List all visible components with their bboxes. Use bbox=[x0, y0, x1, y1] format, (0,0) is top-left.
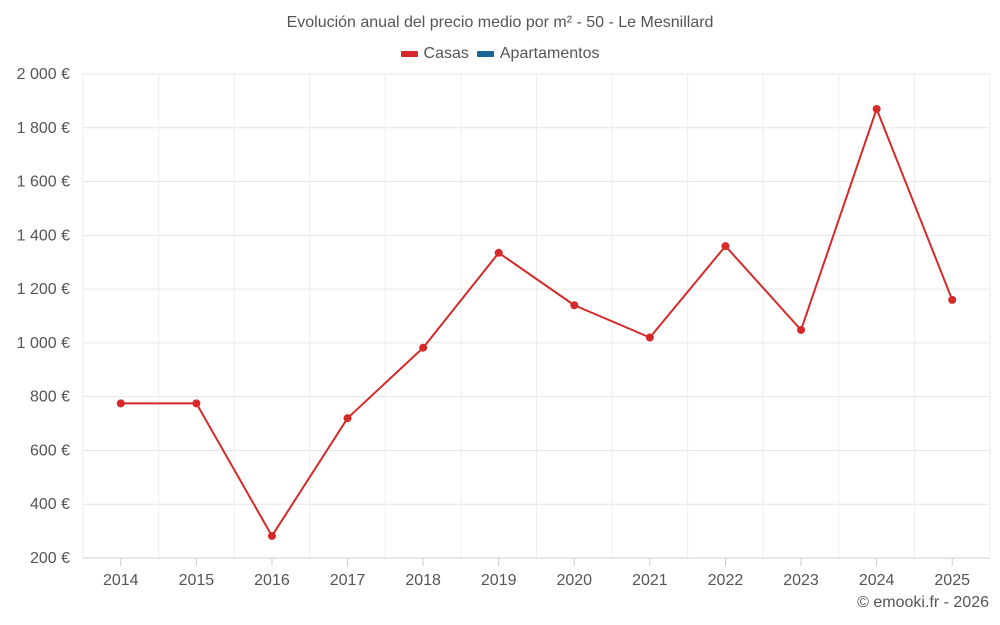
data-point bbox=[797, 325, 806, 334]
axes: 200 € 400 € 600 € 800 € 1 000 € 1 200 € 1 400 … bbox=[17, 66, 990, 589]
x-tick-label: 2018 bbox=[405, 572, 441, 589]
data-point bbox=[343, 414, 352, 423]
data-point bbox=[116, 399, 125, 408]
x-tick-label: 2014 bbox=[103, 572, 139, 589]
legend-label-casas: Casas bbox=[423, 45, 469, 62]
y-tick-label: 1 800 € bbox=[17, 120, 70, 137]
y-tick-label: 600 € bbox=[30, 442, 70, 459]
data-point bbox=[570, 301, 579, 310]
data-point bbox=[192, 399, 201, 408]
legend-item-casas[interactable]: Casas bbox=[400, 45, 469, 63]
data-point bbox=[872, 104, 881, 113]
data-point bbox=[721, 242, 730, 251]
legend-item-apartamentos[interactable]: Apartamentos bbox=[476, 45, 600, 63]
x-tick-label: 2019 bbox=[481, 572, 517, 589]
legend-label-apartamentos: Apartamentos bbox=[499, 45, 600, 62]
y-tick-label: 400 € bbox=[30, 496, 70, 513]
series-line-casas bbox=[120, 107, 954, 537]
data-point bbox=[419, 343, 428, 352]
y-tick-label: 200 € bbox=[30, 550, 70, 567]
data-point bbox=[645, 333, 654, 342]
x-tick-label: 2024 bbox=[859, 572, 895, 589]
chart-title: Evolución anual del precio medio por m² … bbox=[286, 14, 714, 31]
credit-text: © emooki.fr - 2026 bbox=[857, 594, 989, 611]
x-tick-label: 2016 bbox=[254, 572, 290, 589]
y-tick-label: 1 600 € bbox=[17, 174, 70, 191]
legend-swatch-casas bbox=[400, 51, 418, 57]
data-point bbox=[948, 295, 957, 304]
data-point bbox=[267, 531, 276, 540]
y-tick-label: 1 000 € bbox=[17, 335, 70, 352]
x-tick-label: 2022 bbox=[708, 572, 744, 589]
y-tick-label: 800 € bbox=[30, 389, 70, 406]
y-tick-label: 1 400 € bbox=[17, 227, 70, 244]
x-tick-label: 2023 bbox=[783, 572, 819, 589]
grid bbox=[82, 73, 991, 558]
x-tick-label: 2025 bbox=[934, 572, 970, 589]
x-tick-label: 2021 bbox=[632, 572, 668, 589]
data-point bbox=[494, 248, 503, 257]
y-tick-label: 2 000 € bbox=[17, 66, 70, 83]
series-casas bbox=[116, 104, 957, 540]
x-tick-label: 2020 bbox=[556, 572, 592, 589]
x-tick-label: 2017 bbox=[330, 572, 366, 589]
legend: Casas Apartamentos bbox=[0, 45, 1000, 63]
x-tick-label: 2015 bbox=[179, 572, 215, 589]
legend-swatch-apartamentos bbox=[476, 51, 494, 57]
y-tick-label: 1 200 € bbox=[17, 281, 70, 298]
